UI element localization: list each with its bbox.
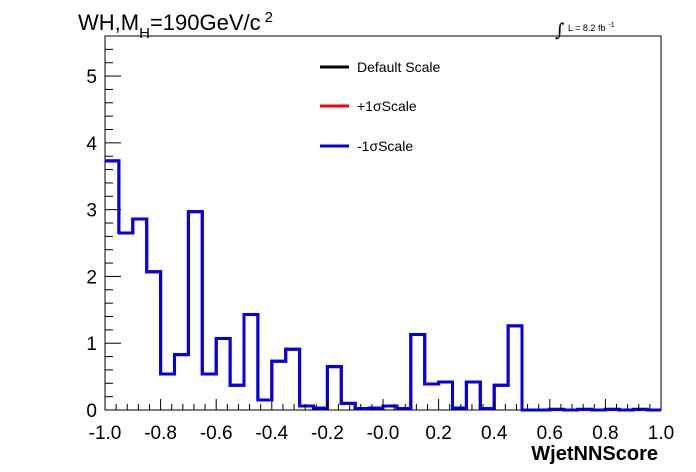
x-tick-label: -0.6 (200, 423, 233, 444)
x-tick-label: -0.4 (255, 423, 288, 444)
y-tick-label: 3 (86, 201, 97, 222)
y-tick-label: 0 (86, 401, 97, 422)
x-tick-label: 0.6 (537, 423, 563, 444)
title-main: WH,MH=190GeV/c 2 (78, 9, 273, 42)
y-tick-label: 5 (86, 67, 97, 88)
legend: Default Scale +1σScale -1σScale (320, 59, 440, 154)
title-main-text: WH,M (78, 10, 139, 35)
y-tick-label: 4 (86, 134, 97, 155)
title-rest: =190GeV/c (150, 10, 261, 35)
y-tick-label: 1 (86, 334, 97, 355)
title-subscript: H (139, 25, 150, 42)
x-tick-label: 1.0 (648, 423, 674, 444)
y-tick-label: 2 (86, 267, 97, 288)
x-axis-label: WjetNNScore (531, 443, 658, 465)
integral-sign: ∫ (555, 20, 565, 41)
luminosity-text: L = 8.2 fb -1 (568, 22, 615, 33)
x-axis: -1.0 -0.8 -0.6 -0.4 -0.2 -0.0 0.2 0.4 0.6 0.8 1.0 (89, 399, 674, 444)
y-axis: 0 1 2 3 4 5 (86, 48, 121, 422)
luminosity-label: ∫ L = 8.2 fb -1 (555, 20, 615, 41)
x-tick-label: -0.0 (367, 423, 400, 444)
chart-title: WH,MH=190GeV/c 2 (78, 9, 273, 42)
x-tick-label: 0.2 (425, 423, 451, 444)
x-tick-label: -1.0 (89, 423, 122, 444)
luminosity-superscript: -1 (608, 22, 614, 29)
legend-label-2: -1σScale (357, 138, 413, 154)
x-tick-label: -0.8 (144, 423, 177, 444)
legend-label-1: +1σScale (357, 98, 417, 114)
luminosity-value: L = 8.2 fb (568, 23, 605, 33)
x-tick-label: 0.4 (481, 423, 508, 444)
x-tick-label: 0.8 (592, 423, 618, 444)
x-tick-label: -0.2 (311, 423, 344, 444)
legend-label-0: Default Scale (357, 59, 440, 75)
title-superscript: 2 (265, 9, 273, 26)
